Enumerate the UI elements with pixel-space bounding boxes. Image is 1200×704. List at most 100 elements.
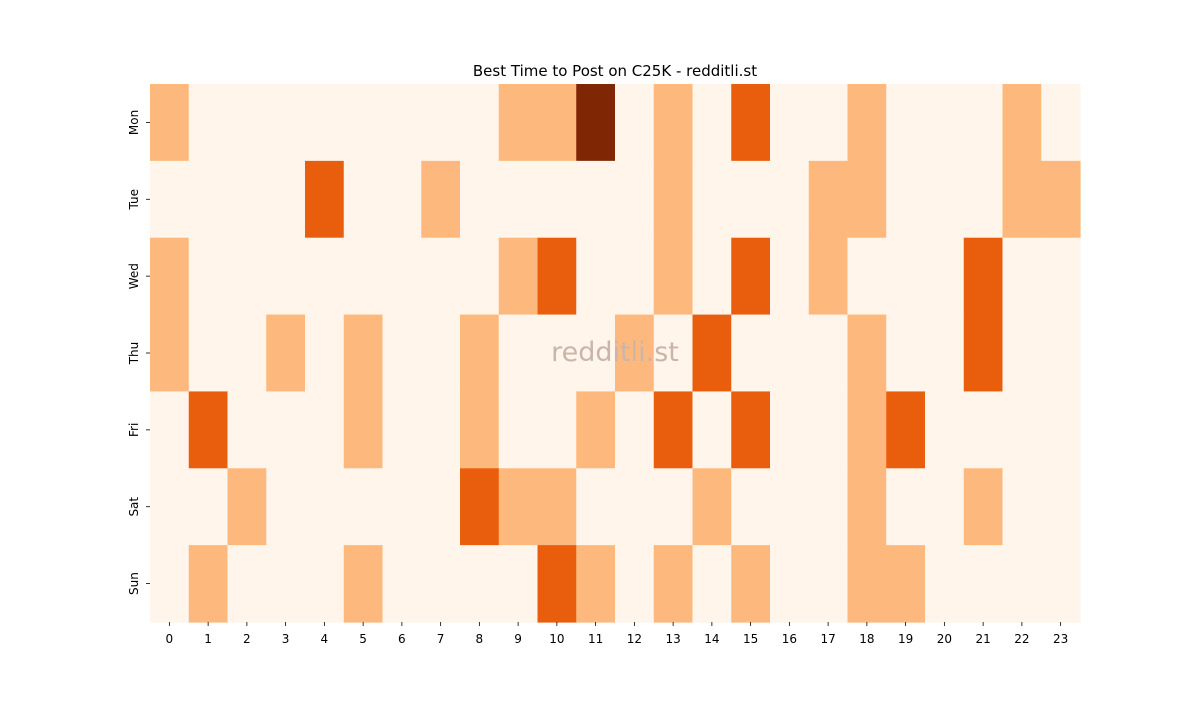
heatmap-cell-mon-17 <box>808 84 849 162</box>
heatmap-cell-fri-1 <box>188 391 229 469</box>
heatmap-cell-fri-20 <box>925 391 965 469</box>
heatmap-cell-sun-16 <box>770 545 810 623</box>
heatmap-cell-fri-10 <box>537 391 577 469</box>
heatmap-cell-mon-21 <box>963 84 1004 162</box>
heatmap-cell-tue-19 <box>886 160 926 239</box>
heatmap-cell-tue-3 <box>266 160 306 239</box>
heatmap-cell-fri-0 <box>150 391 190 469</box>
heatmap-cell-tue-7 <box>421 160 461 239</box>
heatmap-cell-wed-13 <box>653 237 694 316</box>
heatmap-cell-sat-9 <box>498 468 539 546</box>
heatmap-cell-tue-6 <box>382 160 422 239</box>
heatmap-cell-mon-4 <box>305 84 345 162</box>
heatmap-cell-fri-4 <box>305 391 345 469</box>
x-tick-label: 13 <box>665 632 680 646</box>
heatmap-cell-mon-14 <box>692 84 732 162</box>
heatmap-cell-fri-17 <box>808 391 849 469</box>
heatmap-cell-sun-13 <box>653 545 694 623</box>
heatmap-cell-sat-22 <box>1002 468 1042 546</box>
heatmap-cell-wed-2 <box>227 237 267 316</box>
heatmap-cell-wed-21 <box>963 237 1004 316</box>
x-tick-label: 12 <box>627 632 642 646</box>
heatmap-cell-sat-8 <box>460 468 500 546</box>
heatmap-cell-sun-17 <box>808 545 849 623</box>
heatmap-cell-sat-4 <box>305 468 345 546</box>
heatmap-cell-wed-19 <box>886 237 926 316</box>
heatmap-cell-thu-6 <box>382 314 422 393</box>
heatmap-cell-fri-22 <box>1002 391 1042 469</box>
heatmap-cell-thu-19 <box>886 314 926 393</box>
heatmap-cell-thu-15 <box>731 314 771 393</box>
heatmap-cell-tue-20 <box>925 160 965 239</box>
heatmap-cell-tue-14 <box>692 160 732 239</box>
heatmap-cell-fri-23 <box>1041 391 1081 469</box>
heatmap-cell-thu-5 <box>343 314 384 393</box>
heatmap-cell-thu-13 <box>653 314 694 393</box>
heatmap-cell-mon-5 <box>343 84 384 162</box>
heatmap-cell-tue-9 <box>498 160 539 239</box>
heatmap-cell-sun-19 <box>886 545 926 623</box>
heatmap-cell-tue-10 <box>537 160 577 239</box>
heatmap-cell-thu-8 <box>460 314 500 393</box>
y-tick-label: Thu <box>127 342 141 366</box>
x-tick-label: 5 <box>359 632 367 646</box>
heatmap-cell-mon-20 <box>925 84 965 162</box>
heatmap-cell-tue-5 <box>343 160 384 239</box>
heatmap-cell-thu-7 <box>421 314 461 393</box>
heatmap-cell-mon-1 <box>188 84 229 162</box>
x-tick-label: 2 <box>243 632 251 646</box>
heatmap-cell-wed-1 <box>188 237 229 316</box>
heatmap-cell-wed-20 <box>925 237 965 316</box>
heatmap-cell-thu-14 <box>692 314 732 393</box>
heatmap-cell-sat-1 <box>188 468 229 546</box>
heatmap-cell-mon-2 <box>227 84 267 162</box>
heatmap-cell-thu-10 <box>537 314 577 393</box>
y-tick-label: Sat <box>127 497 141 517</box>
heatmap-cell-thu-2 <box>227 314 267 393</box>
heatmap-cell-sun-14 <box>692 545 732 623</box>
heatmap-cell-fri-16 <box>770 391 810 469</box>
heatmap-cell-thu-12 <box>615 314 655 393</box>
heatmap-cell-sun-21 <box>963 545 1004 623</box>
x-tick-label: 18 <box>859 632 874 646</box>
heatmap-cell-sat-19 <box>886 468 926 546</box>
heatmap-cell-sat-21 <box>963 468 1004 546</box>
y-tick-label: Sun <box>127 572 141 595</box>
heatmap-cell-mon-16 <box>770 84 810 162</box>
x-tick-label: 9 <box>514 632 522 646</box>
heatmap-cell-thu-17 <box>808 314 849 393</box>
heatmap-cell-sun-7 <box>421 545 461 623</box>
x-tick-label: 16 <box>782 632 797 646</box>
heatmap-cell-sun-1 <box>188 545 229 623</box>
heatmap-cell-thu-22 <box>1002 314 1042 393</box>
heatmap-cells <box>150 84 1081 623</box>
heatmap-cell-thu-3 <box>266 314 306 393</box>
heatmap-cell-fri-21 <box>963 391 1004 469</box>
y-axis: Mon Tue Wed Thu Fri Sat Sun <box>127 110 150 595</box>
heatmap-cell-wed-22 <box>1002 237 1042 316</box>
x-tick-label: 4 <box>321 632 329 646</box>
x-tick-label: 10 <box>549 632 564 646</box>
y-tick-label: Wed <box>127 263 141 289</box>
heatmap-cell-sat-7 <box>421 468 461 546</box>
heatmap-cell-wed-14 <box>692 237 732 316</box>
heatmap-cell-tue-1 <box>188 160 229 239</box>
heatmap-cell-fri-7 <box>421 391 461 469</box>
heatmap-cell-thu-20 <box>925 314 965 393</box>
heatmap-cell-sun-3 <box>266 545 306 623</box>
heatmap-cell-wed-10 <box>537 237 577 316</box>
y-tick-label: Mon <box>127 110 141 135</box>
x-tick-label: 1 <box>204 632 212 646</box>
heatmap-cell-tue-4 <box>305 160 345 239</box>
heatmap-cell-sat-18 <box>847 468 887 546</box>
heatmap-cell-sun-18 <box>847 545 887 623</box>
heatmap-cell-mon-7 <box>421 84 461 162</box>
heatmap-cell-thu-4 <box>305 314 345 393</box>
chart-title: Best Time to Post on C25K - redditli.st <box>473 62 757 80</box>
heatmap-cell-thu-9 <box>498 314 539 393</box>
x-tick-label: 7 <box>437 632 445 646</box>
heatmap-cell-mon-22 <box>1002 84 1042 162</box>
heatmap-cell-sun-23 <box>1041 545 1081 623</box>
x-tick-label: 22 <box>1014 632 1029 646</box>
